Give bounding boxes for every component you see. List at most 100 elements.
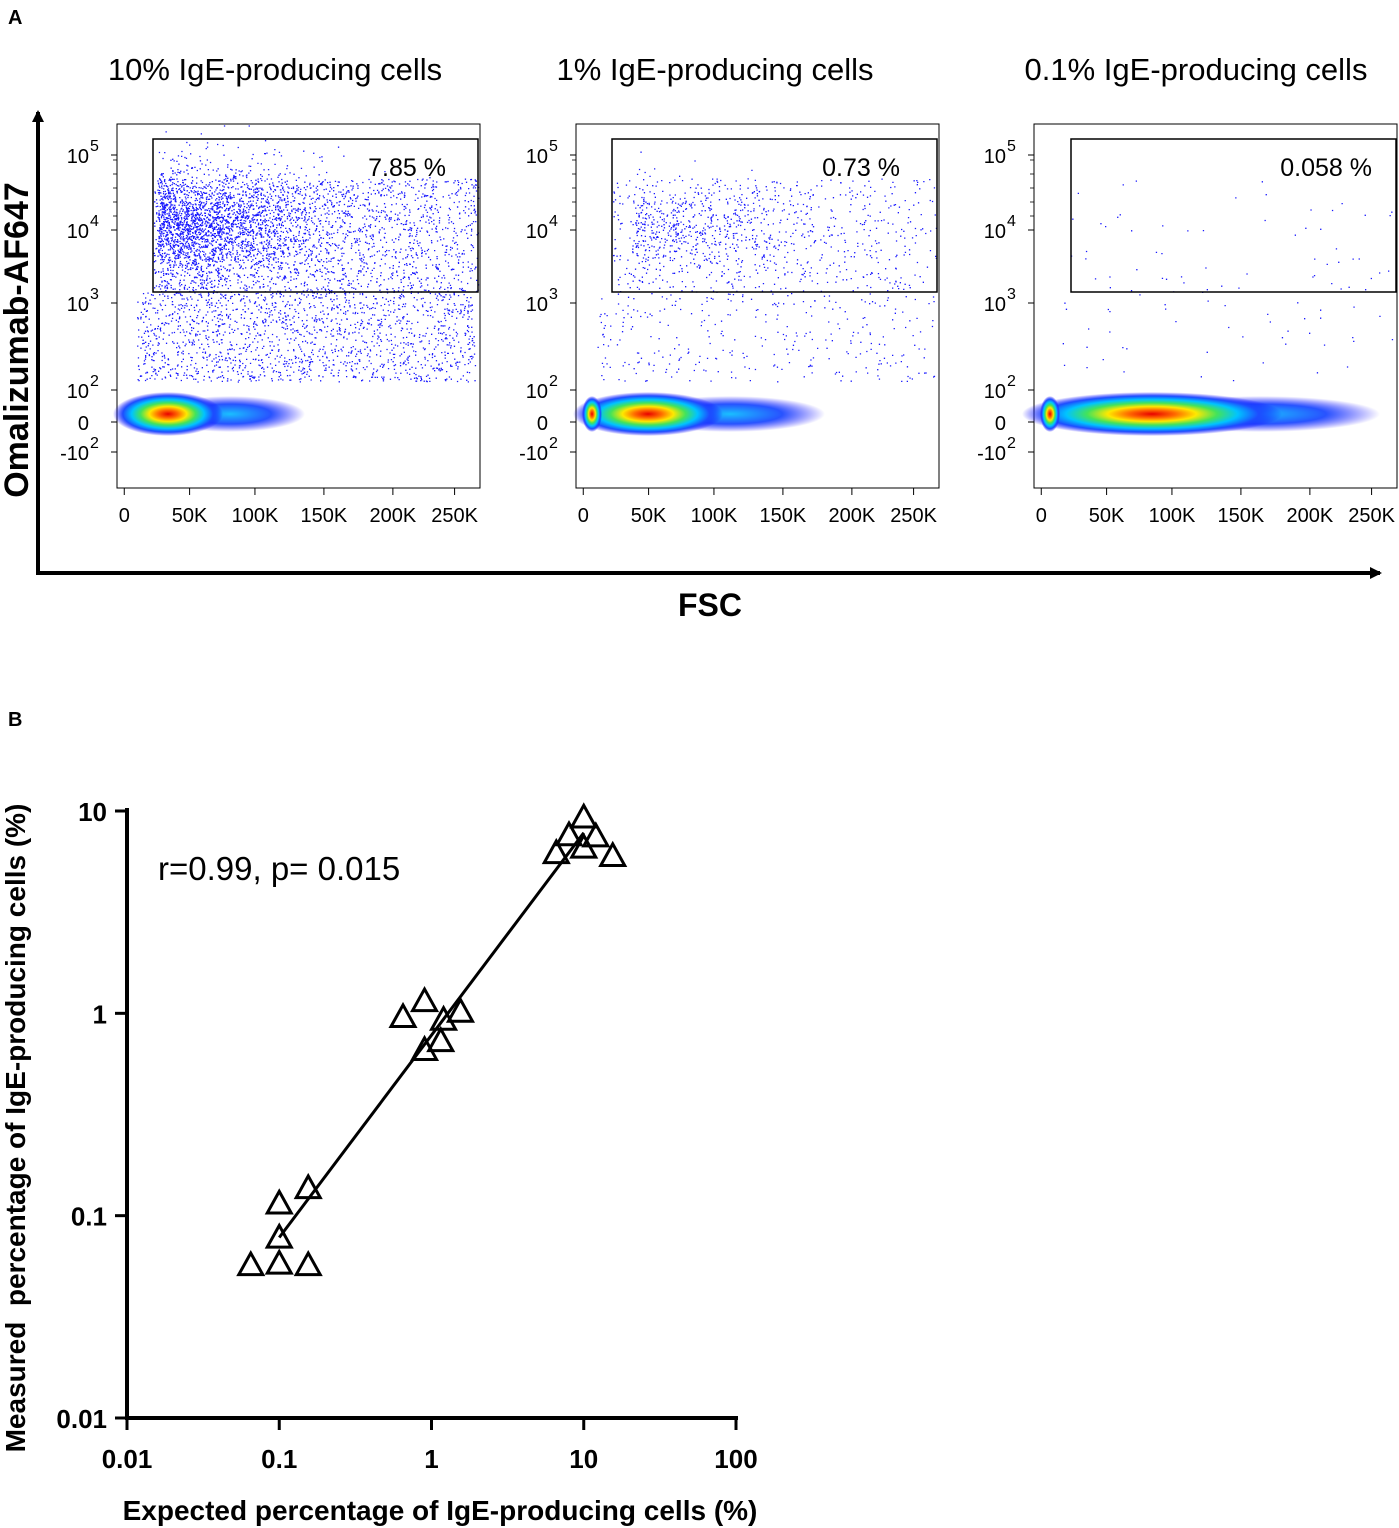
y-tick-exponent: 2 [90, 373, 99, 390]
x-tick-label: 50K [631, 505, 667, 527]
y-tick-label: 0 [537, 413, 548, 435]
gate-rectangle [1070, 138, 1397, 293]
x-tick-label: 100K [1149, 505, 1196, 527]
data-point-triangle [264, 1188, 294, 1215]
x-tick-label: 200K [829, 505, 876, 527]
x-tick-label: 250K [431, 505, 478, 527]
b-y-tick-label: 1 [93, 999, 107, 1029]
y-tick-exponent: 2 [1007, 435, 1016, 452]
b-y-tick-label: 0.1 [71, 1202, 107, 1232]
scatter-dots [137, 125, 480, 383]
event-dots [137, 125, 480, 383]
b-x-tick-label: 0.01 [102, 1444, 153, 1474]
y-tick-label: 0 [78, 413, 89, 435]
x-tick-label: 0 [578, 505, 589, 527]
x-tick-label: 150K [1218, 505, 1265, 527]
data-point-triangle [388, 1001, 418, 1029]
y-tick-exponent: 2 [90, 435, 99, 452]
plot-title: 1% IgE-producing cells [556, 52, 873, 87]
population-core [113, 392, 223, 436]
b-x-tick-label: 0.1 [261, 1444, 297, 1474]
b-x-ticks: 0.01 0.1 1 10 100 [102, 1418, 758, 1474]
y-tick-label: -10 [60, 443, 89, 465]
b-y-tick-label: 10 [78, 797, 107, 827]
data-point-triangle [581, 821, 611, 848]
y-tick-exponent: 2 [549, 373, 558, 390]
correlation-annotation: r=0.99, p= 0.015 [158, 850, 400, 887]
y-tick-exponent: 4 [90, 213, 99, 230]
x-ticks: 0 50K 100K 150K 200K 250K [1036, 488, 1396, 527]
data-point-triangle [541, 837, 571, 865]
y-tick-label: 10 [67, 221, 89, 243]
x-ticks: 0 50K 100K 150K 200K 250K [578, 488, 938, 527]
negative-population [1022, 392, 1380, 436]
y-tick-label: 10 [526, 221, 548, 243]
b-x-axis-title: Expected percentage of IgE-producing cel… [123, 1495, 758, 1526]
data-point-triangle [445, 996, 476, 1023]
x-tick-label: 100K [691, 505, 738, 527]
data-point-triangle [236, 1249, 266, 1277]
panel-b: B 0.01 0.1 1 10 100 0.01 0.1 1 10 r=0.99, p= 0.… [0, 709, 758, 1526]
population-edge [582, 396, 602, 432]
gate-percentage: 0.73 % [822, 154, 900, 182]
data-point-triangle [264, 1248, 294, 1275]
y-tick-exponent: 5 [1007, 138, 1016, 155]
x-tick-label: 100K [232, 505, 279, 527]
y-axis-title: Omalizumab-AF647 [0, 182, 36, 498]
negative-population [113, 392, 305, 436]
b-x-tick-label: 100 [714, 1444, 757, 1474]
y-tick-exponent: 2 [1007, 373, 1016, 390]
b-y-ticks: 0.01 0.1 1 10 [56, 797, 127, 1434]
b-x-tick-label: 1 [424, 1444, 438, 1474]
gate-rectangle [152, 138, 479, 293]
x-tick-label: 0 [1036, 505, 1047, 527]
panel-b-label: B [8, 709, 22, 731]
y-tick-exponent: 4 [549, 213, 558, 230]
x-tick-label: 150K [301, 505, 348, 527]
scatter-dots [597, 151, 938, 383]
y-tick-exponent: 2 [549, 435, 558, 452]
y-tick-label: 10 [984, 146, 1006, 168]
y-tick-label: 10 [984, 221, 1006, 243]
data-point-triangle [426, 1025, 456, 1053]
panel-a-label: A [8, 7, 22, 29]
data-point-triangle [264, 1222, 294, 1249]
x-tick-label: 50K [172, 505, 208, 527]
y-tick-label: -10 [519, 443, 548, 465]
x-tick-label: 200K [1287, 505, 1334, 527]
x-axis-title: FSC [678, 587, 742, 623]
x-tick-label: 50K [1089, 505, 1125, 527]
x-tick-label: 250K [1348, 505, 1395, 527]
y-tick-label: 10 [67, 381, 89, 403]
scatter-dots [1062, 180, 1394, 382]
y-tick-exponent: 3 [1007, 286, 1016, 303]
data-point-triangle [569, 802, 599, 829]
y-tick-label: 10 [526, 381, 548, 403]
flow-plot-0.1pct: 0.1% IgE-producing cells 0.058 % 10 510 41… [977, 52, 1398, 527]
population-edge [1040, 396, 1060, 432]
x-tick-label: 200K [370, 505, 417, 527]
data-point-triangle [598, 840, 628, 867]
data-points [236, 802, 628, 1277]
data-point-triangle [554, 820, 584, 847]
y-tick-exponent: 3 [549, 286, 558, 303]
y-tick-label: 10 [526, 294, 548, 316]
y-tick-label: 10 [67, 146, 89, 168]
gate-rectangle [611, 138, 938, 293]
flow-plot-1pct: 1% IgE-producing cells 0.73 % 10 510 410 31… [519, 52, 940, 527]
gate-percentage: 0.058 % [1280, 154, 1372, 182]
y-tick-exponent: 3 [90, 286, 99, 303]
data-point-triangle [293, 1172, 323, 1200]
y-tick-label: -10 [977, 443, 1006, 465]
y-tick-exponent: 4 [1007, 213, 1016, 230]
data-point-triangle [409, 985, 440, 1013]
x-tick-label: 0 [119, 505, 130, 527]
y-tick-exponent: 5 [90, 138, 99, 155]
plot-title: 0.1% IgE-producing cells [1025, 52, 1368, 87]
regression-line [278, 831, 585, 1239]
x-tick-label: 150K [760, 505, 807, 527]
plot-frame [575, 123, 940, 489]
